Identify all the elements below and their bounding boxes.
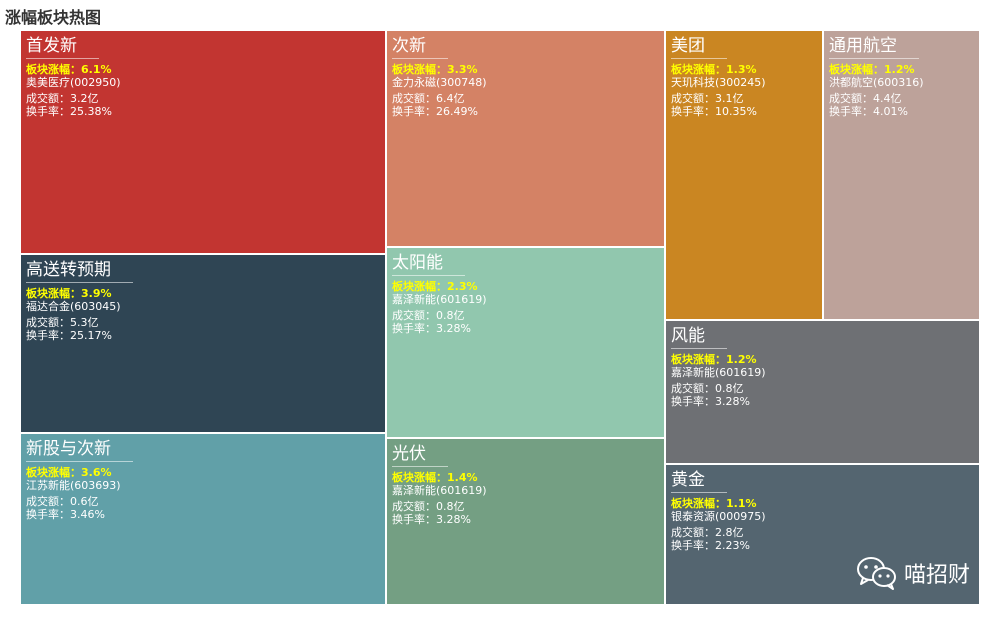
tile-change: 板块涨幅：1.1% (671, 497, 757, 510)
tile-name: 高送转预期 (26, 259, 133, 283)
tile-turnover: 换手率：25.17% (26, 329, 112, 342)
tile-volume: 成交额：6.4亿 (392, 92, 465, 105)
tile-turnover: 换手率：2.23% (671, 539, 750, 552)
tile-name: 黄金 (671, 469, 727, 493)
treemap-tile[interactable]: 美团板块涨幅：1.3% 天玑科技(300245) 成交额：3.1亿 换手率：10.35… (666, 31, 822, 319)
tile-turnover: 换手率：26.49% (392, 105, 478, 118)
tile-leader: 嘉泽新能(601619) (392, 293, 487, 306)
tile-leader: 洪都航空(600316) (829, 76, 924, 89)
tile-name: 风能 (671, 325, 727, 349)
watermark-text: 喵招财 (903, 563, 970, 588)
treemap-tile[interactable]: 风能板块涨幅：1.2% 嘉泽新能(601619) 成交额：0.8亿 换手率：3.28% (666, 321, 979, 463)
treemap-tile[interactable]: 光伏板块涨幅：1.4% 嘉泽新能(601619) 成交额：0.8亿 换手率：3.28% (387, 439, 664, 604)
tile-leader: 江苏新能(603693) (26, 479, 121, 492)
tile-change: 板块涨幅：1.2% (671, 353, 757, 366)
tile-name: 次新 (392, 35, 448, 59)
watermark: 喵招财 (856, 556, 970, 590)
tile-leader: 天玑科技(300245) (671, 76, 766, 89)
tile-name: 首发新 (26, 35, 99, 59)
treemap-tile[interactable]: 首发新板块涨幅：6.1% 奥美医疗(002950) 成交额：3.2亿 换手率：25.3… (21, 31, 385, 253)
tile-turnover: 换手率：3.28% (392, 513, 471, 526)
tile-name: 通用航空 (829, 35, 919, 59)
tile-name: 美团 (671, 35, 727, 59)
tile-turnover: 换手率：4.01% (829, 105, 908, 118)
tile-volume: 成交额：0.8亿 (392, 500, 465, 513)
treemap-tile[interactable]: 通用航空板块涨幅：1.2% 洪都航空(600316) 成交额：4.4亿 换手率：4.0… (824, 31, 979, 319)
tile-turnover: 换手率：25.38% (26, 105, 112, 118)
tile-change: 板块涨幅：1.4% (392, 471, 478, 484)
wechat-icon (856, 556, 898, 590)
tile-change: 板块涨幅：1.2% (829, 63, 915, 76)
tile-volume: 成交额：0.6亿 (26, 495, 99, 508)
treemap-tile[interactable]: 黄金板块涨幅：1.1% 银泰资源(000975) 成交额：2.8亿 换手率：2.23% (666, 465, 979, 604)
tile-volume: 成交额：3.1亿 (671, 92, 744, 105)
tile-leader: 奥美医疗(002950) (26, 76, 121, 89)
tile-change: 板块涨幅：1.3% (671, 63, 757, 76)
treemap-tile[interactable]: 新股与次新板块涨幅：3.6% 江苏新能(603693) 成交额：0.6亿 换手率：3.… (21, 434, 385, 604)
treemap-tile[interactable]: 次新板块涨幅：3.3% 金力永磁(300748) 成交额：6.4亿 换手率：26.49… (387, 31, 664, 246)
tile-name: 太阳能 (392, 252, 465, 276)
tile-leader: 银泰资源(000975) (671, 510, 766, 523)
treemap-tile[interactable]: 高送转预期板块涨幅：3.9% 福达合金(603045) 成交额：5.3亿 换手率：25… (21, 255, 385, 432)
tile-change: 板块涨幅：2.3% (392, 280, 478, 293)
tile-name: 新股与次新 (26, 438, 133, 462)
tile-turnover: 换手率：3.46% (26, 508, 105, 521)
tile-change: 板块涨幅：3.3% (392, 63, 478, 76)
treemap-tile[interactable]: 太阳能板块涨幅：2.3% 嘉泽新能(601619) 成交额：0.8亿 换手率：3.28… (387, 248, 664, 437)
tile-leader: 嘉泽新能(601619) (671, 366, 766, 379)
tile-turnover: 换手率：10.35% (671, 105, 757, 118)
tile-change: 板块涨幅：3.9% (26, 287, 112, 300)
tile-volume: 成交额：2.8亿 (671, 526, 744, 539)
tile-change: 板块涨幅：6.1% (26, 63, 112, 76)
tile-leader: 嘉泽新能(601619) (392, 484, 487, 497)
tile-volume: 成交额：3.2亿 (26, 92, 99, 105)
tile-volume: 成交额：0.8亿 (392, 309, 465, 322)
tile-volume: 成交额：0.8亿 (671, 382, 744, 395)
chart-title: 涨幅板块热图 (5, 8, 102, 27)
tile-leader: 福达合金(603045) (26, 300, 121, 313)
tile-leader: 金力永磁(300748) (392, 76, 487, 89)
tile-name: 光伏 (392, 443, 448, 467)
tile-change: 板块涨幅：3.6% (26, 466, 112, 479)
tile-volume: 成交额：4.4亿 (829, 92, 902, 105)
tile-volume: 成交额：5.3亿 (26, 316, 99, 329)
tile-turnover: 换手率：3.28% (392, 322, 471, 335)
tile-turnover: 换手率：3.28% (671, 395, 750, 408)
